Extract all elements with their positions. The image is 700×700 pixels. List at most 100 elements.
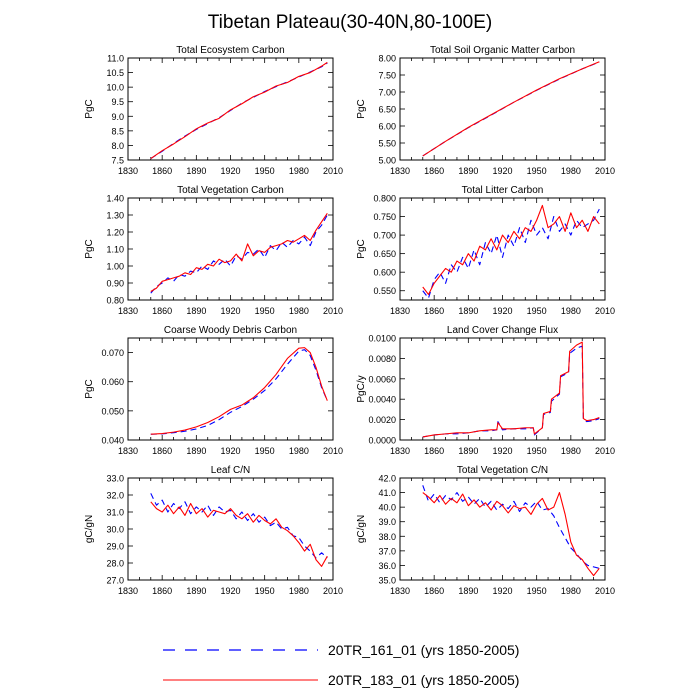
y-tick-label: 0.070 <box>101 348 124 358</box>
x-tick-label: 1980 <box>289 306 309 316</box>
y-tick-label: 0.060 <box>101 377 124 387</box>
plot-frame <box>127 57 334 161</box>
y-tick-label: 0.0080 <box>368 354 396 364</box>
x-tick-label: 1920 <box>220 166 240 176</box>
plot-frame <box>399 57 606 161</box>
y-tick-label: 30.0 <box>106 525 124 535</box>
x-tick-label: 1980 <box>289 446 309 456</box>
plot-frame <box>399 197 606 301</box>
legend-label-series-1: 20TR_161_01 (yrs 1850-2005) <box>328 642 519 658</box>
x-tick-label: 1950 <box>255 166 275 176</box>
x-tick-label: 1920 <box>220 586 240 596</box>
y-tick-label: 0.0000 <box>368 436 396 446</box>
series-line-1 <box>150 62 328 160</box>
panel-title: Leaf C/N <box>211 465 250 476</box>
y-tick-label: 6.50 <box>378 105 396 115</box>
y-axis-label: PgC <box>84 99 95 118</box>
y-tick-label: 9.5 <box>111 97 124 107</box>
y-tick-label: 31.0 <box>106 508 124 518</box>
x-tick-label: 1890 <box>458 306 478 316</box>
y-tick-label: 10.5 <box>106 68 124 78</box>
panel-title: Total Litter Carbon <box>462 185 544 196</box>
y-tick-label: 6.00 <box>378 122 396 132</box>
y-tick-label: 38.0 <box>378 532 396 542</box>
series-line-1 <box>150 349 328 435</box>
y-tick-label: 1.10 <box>106 245 124 255</box>
x-tick-label: 1890 <box>458 166 478 176</box>
chart-panel-5: Coarse Woody Debris Carbon PgC 1830 1860 189… <box>84 325 343 456</box>
x-tick-label: 1830 <box>118 586 138 596</box>
series-line-1 <box>422 61 600 157</box>
x-tick-label: 1890 <box>186 586 206 596</box>
chart-panel-4: Total Litter Carbon PgC 1830 1860 1890 1920 19… <box>356 185 615 316</box>
x-tick-label: 1890 <box>186 446 206 456</box>
y-tick-label: 5.50 <box>378 139 396 149</box>
x-tick-label: 1950 <box>255 586 275 596</box>
y-tick-label: 0.700 <box>373 231 396 241</box>
legend: 20TR_161_01 (yrs 1850-2005) 20TR_183_01 … <box>163 642 519 688</box>
y-axis-label: PgC <box>84 239 95 258</box>
panel-title: Total Vegetation Carbon <box>177 185 284 196</box>
x-tick-label: 1860 <box>424 306 444 316</box>
y-tick-label: 0.650 <box>373 249 396 259</box>
y-tick-label: 8.00 <box>378 54 396 64</box>
y-tick-label: 1.40 <box>106 194 124 204</box>
chart-panel-6: Land Cover Change Flux PgC/y 1830 1860 1890 1… <box>356 325 615 456</box>
y-tick-label: 39.0 <box>378 517 396 527</box>
y-tick-label: 1.00 <box>106 262 124 272</box>
x-tick-label: 2010 <box>323 306 343 316</box>
y-tick-label: 28.0 <box>106 559 124 569</box>
y-axis-label: gC/gN <box>84 515 95 543</box>
x-tick-label: 1860 <box>424 586 444 596</box>
plot-frame <box>399 477 606 581</box>
y-axis-label: PgC <box>356 239 367 258</box>
y-tick-label: 7.5 <box>111 156 124 166</box>
x-tick-label: 1920 <box>492 446 512 456</box>
y-tick-label: 0.90 <box>106 279 124 289</box>
plot-frame <box>127 197 334 301</box>
y-tick-label: 0.800 <box>373 194 396 204</box>
x-tick-label: 1830 <box>118 166 138 176</box>
x-tick-label: 1830 <box>390 586 410 596</box>
series-line-1 <box>150 493 328 559</box>
y-tick-label: 41.0 <box>378 488 396 498</box>
series-line-2 <box>422 204 600 295</box>
y-tick-label: 40.0 <box>378 503 396 513</box>
y-tick-label: 9.0 <box>111 112 124 122</box>
series-line-2 <box>150 501 328 567</box>
y-tick-label: 32.0 <box>106 491 124 501</box>
y-tick-label: 36.0 <box>378 561 396 571</box>
y-tick-label: 37.0 <box>378 546 396 556</box>
plot-frame <box>127 337 334 441</box>
x-tick-label: 1920 <box>492 586 512 596</box>
panel-title: Total Vegetation C/N <box>457 465 548 476</box>
x-tick-label: 1950 <box>527 586 547 596</box>
y-axis-label: PgC/y <box>356 375 367 402</box>
y-tick-label: 29.0 <box>106 542 124 552</box>
y-tick-label: 0.0060 <box>368 374 396 384</box>
y-tick-label: 35.0 <box>378 576 396 586</box>
x-tick-label: 1950 <box>527 306 547 316</box>
y-tick-label: 0.550 <box>373 286 396 296</box>
series-line-1 <box>422 345 600 438</box>
series-line-2 <box>422 341 600 438</box>
y-axis-label: gC/gN <box>356 515 367 543</box>
chart-panel-2: Total Soil Organic Matter Carbon PgC 1830 1… <box>356 45 615 176</box>
y-tick-label: 11.0 <box>107 54 124 64</box>
series-line-1 <box>422 208 600 299</box>
x-tick-label: 1920 <box>492 166 512 176</box>
y-axis-label: PgC <box>356 99 367 118</box>
x-tick-label: 1950 <box>255 306 275 316</box>
x-tick-label: 1860 <box>152 166 172 176</box>
x-tick-label: 1860 <box>424 166 444 176</box>
chart-panel-1: Total Ecosystem Carbon PgC 1830 1860 1890 192… <box>84 45 343 176</box>
x-tick-label: 1830 <box>118 306 138 316</box>
plot-frame <box>127 477 334 581</box>
y-tick-label: 0.600 <box>373 268 396 278</box>
x-tick-label: 1890 <box>458 446 478 456</box>
x-tick-label: 2010 <box>323 446 343 456</box>
x-tick-label: 1860 <box>152 586 172 596</box>
y-tick-label: 33.0 <box>106 474 124 484</box>
y-tick-label: 0.050 <box>101 406 124 416</box>
